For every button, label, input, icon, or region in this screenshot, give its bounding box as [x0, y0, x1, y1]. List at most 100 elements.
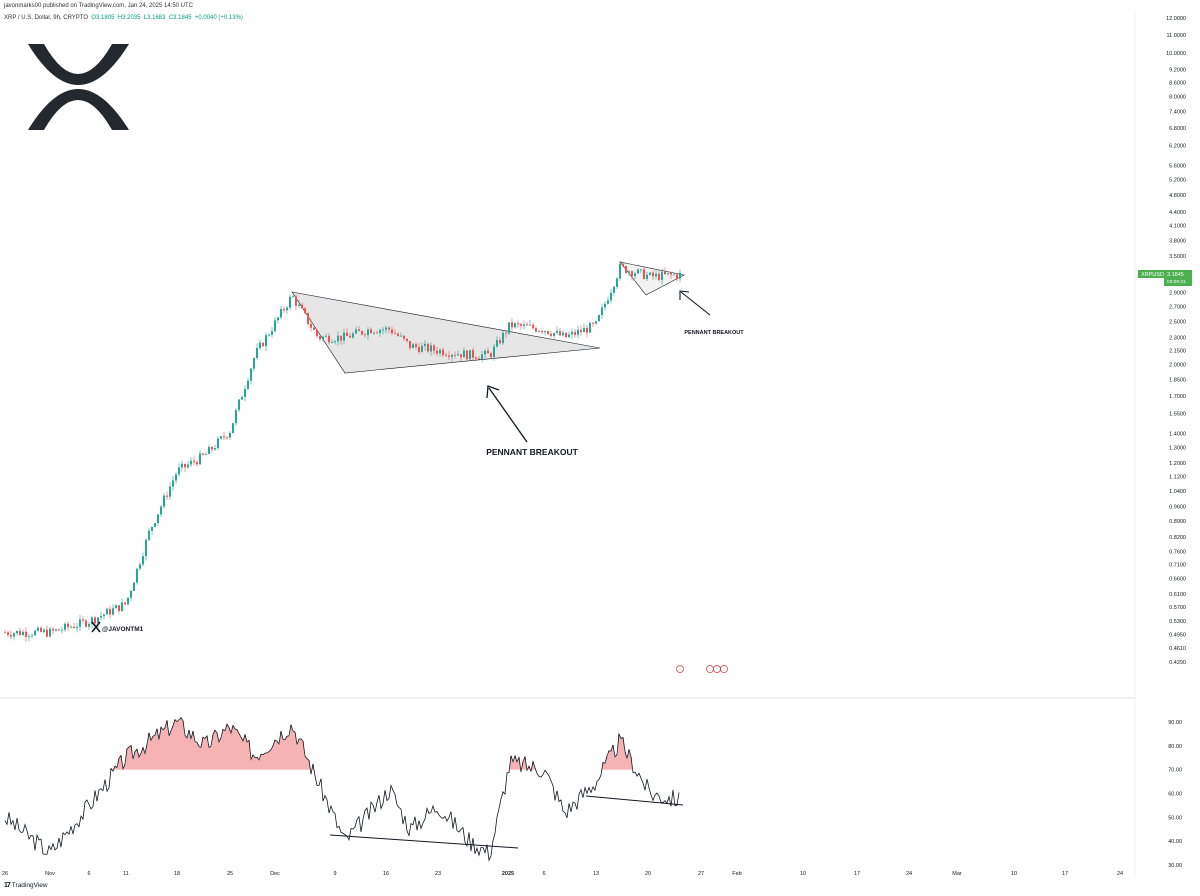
price-tick-label: 10.0000: [1166, 51, 1186, 57]
time-tick-label: 10: [1011, 871, 1017, 877]
time-tick-label: 27: [698, 871, 704, 877]
candle-body: [622, 263, 624, 266]
candle-body: [172, 480, 174, 487]
candle-body: [136, 568, 138, 583]
candle-body: [301, 304, 303, 309]
oscillator-tick-label: 80.00: [1168, 744, 1182, 750]
candle-body: [559, 330, 561, 336]
time-tick-label: 17: [854, 871, 860, 877]
candle-body: [598, 315, 600, 322]
candle-body: [601, 307, 603, 316]
candle-body: [529, 324, 531, 326]
candle-body: [343, 332, 345, 341]
candle-body: [190, 460, 192, 465]
candle-body: [133, 582, 135, 591]
price-tick-label: 5.6000: [1169, 163, 1186, 169]
candle-body: [325, 335, 327, 337]
candle-body: [115, 605, 117, 609]
candle-body: [358, 329, 360, 332]
footer-brand: TradingView: [11, 882, 48, 889]
candle-body: [478, 358, 480, 360]
candle-body: [112, 608, 114, 615]
candle-body: [607, 300, 609, 304]
candle-body: [214, 447, 216, 450]
candle-body: [352, 333, 354, 338]
price-tick-label: 0.6100: [1169, 592, 1186, 598]
candle-body: [571, 331, 573, 335]
candle-body: [181, 463, 183, 468]
candle-body: [457, 354, 459, 356]
candle-body: [418, 346, 420, 353]
candle-body: [70, 626, 72, 628]
candle-body: [403, 335, 405, 339]
candle-body: [61, 629, 63, 631]
annotation-small: PENNANT BREAKOUT: [684, 330, 744, 336]
candle-body: [13, 633, 15, 637]
candle-body: [451, 354, 453, 357]
candle-body: [22, 631, 24, 635]
candle-body: [280, 309, 282, 318]
candle-body: [472, 350, 474, 358]
candle-body: [355, 329, 357, 334]
price-tick-label: 0.4610: [1169, 646, 1186, 652]
candle-body: [58, 629, 60, 631]
candle-body: [652, 272, 654, 277]
candle-body: [514, 323, 516, 328]
candle-body: [397, 333, 399, 336]
candle-body: [232, 423, 234, 434]
candle-body: [85, 620, 87, 627]
price-tick-label: 0.7100: [1169, 563, 1186, 569]
candle-body: [616, 278, 618, 287]
candle-body: [445, 355, 447, 356]
candle-body: [508, 322, 510, 334]
time-tick-label: 17: [1062, 871, 1068, 877]
price-tick-label: 0.9600: [1169, 504, 1186, 510]
candle-body: [565, 332, 567, 338]
candle-body: [79, 619, 81, 627]
price-tick-label: 0.4950: [1169, 632, 1186, 638]
price-tick-label: 0.6600: [1169, 577, 1186, 583]
candle-body: [541, 331, 543, 333]
price-tick-label: 8.6000: [1169, 80, 1186, 86]
candle-body: [196, 462, 198, 465]
price-label-countdown: 03:09:21: [1167, 279, 1186, 285]
candle-body: [319, 336, 321, 340]
time-tick-label: 23: [435, 871, 441, 877]
xrp-logo-icon: [28, 44, 129, 130]
candle-body: [436, 350, 438, 354]
candle-body: [385, 327, 387, 330]
candle-body: [64, 623, 66, 630]
candle-body: [52, 628, 54, 631]
candle-body: [163, 495, 165, 507]
price-tick-label: 12.0000: [1166, 16, 1186, 22]
candle-body: [19, 630, 21, 635]
candle-body: [67, 623, 69, 628]
price-tick-label: 3.8000: [1169, 238, 1186, 244]
candle-body: [634, 273, 636, 277]
candle-body: [235, 410, 237, 424]
candle-body: [400, 335, 402, 337]
candle-body: [4, 632, 6, 634]
candle-body: [166, 495, 168, 497]
candle-body: [175, 474, 177, 481]
candle-body: [556, 330, 558, 333]
candle-body: [286, 307, 288, 311]
candle-body: [271, 331, 273, 335]
candle-body: [193, 460, 195, 463]
candle-body: [334, 341, 336, 343]
publisher-header: javonmarks00 published on TradingView.co…: [4, 3, 194, 9]
price-tick-label: 2.1500: [1169, 348, 1186, 354]
candle-body: [241, 396, 243, 400]
candle-body: [25, 631, 27, 637]
candle-body: [646, 274, 648, 279]
candle-body: [613, 286, 615, 293]
candle-body: [340, 335, 342, 341]
divergence-line-2: [585, 795, 684, 806]
candle-body: [154, 523, 156, 527]
candle-body: [253, 358, 255, 369]
candle-body: [523, 324, 525, 326]
candle-body: [202, 453, 204, 455]
candle-body: [406, 338, 408, 341]
candle-body: [28, 636, 30, 637]
